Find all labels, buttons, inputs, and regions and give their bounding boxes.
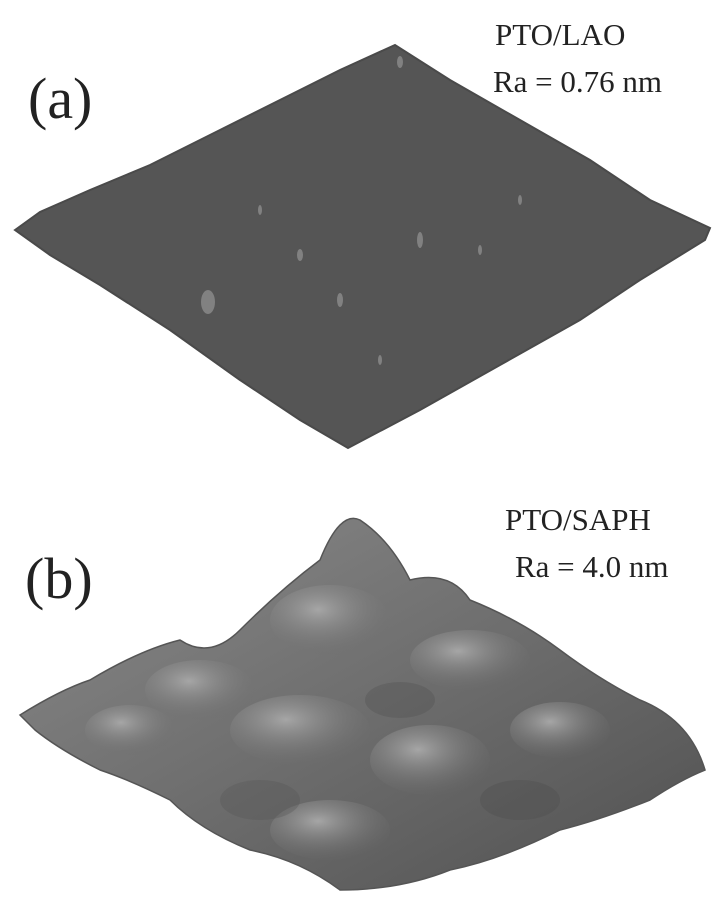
sample-name: PTO/SAPH bbox=[505, 502, 651, 537]
roughness: Ra = 0.76 nm bbox=[493, 64, 662, 99]
surface-bumps bbox=[85, 585, 610, 860]
panel-b: (b) PTO/SAPH Ra = 4.0 nm bbox=[20, 502, 705, 890]
panel-label: (a) bbox=[28, 66, 92, 131]
afm-surface-a bbox=[15, 45, 710, 448]
roughness: Ra = 4.0 nm bbox=[515, 549, 669, 584]
panel-a: (a) PTO/LAO Ra = 0.76 nm bbox=[15, 17, 710, 448]
figure: (a) PTO/LAO Ra = 0.76 nm (b) PTO/SAPH Ra… bbox=[0, 0, 725, 911]
sample-name: PTO/LAO bbox=[495, 17, 625, 52]
panel-label: (b) bbox=[25, 546, 93, 611]
